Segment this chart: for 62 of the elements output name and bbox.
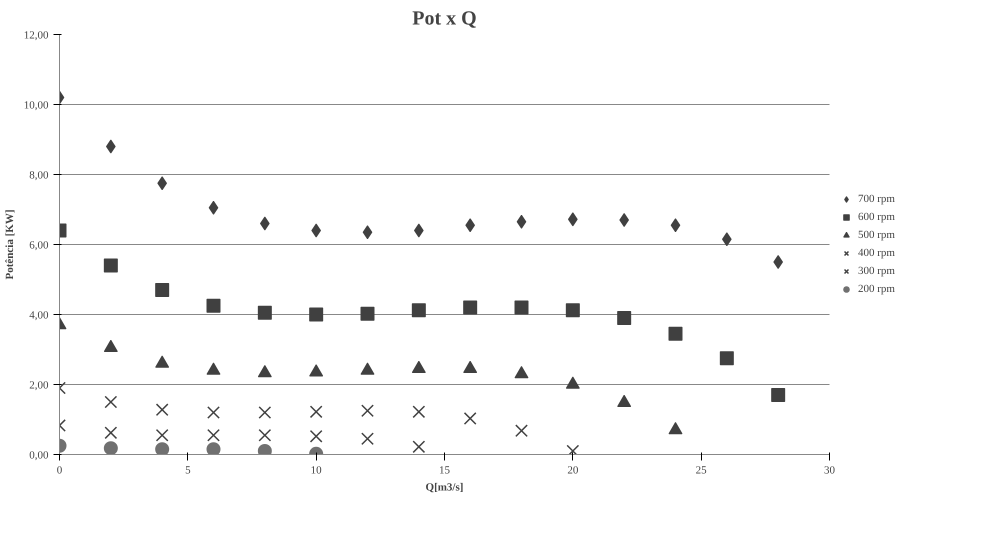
point — [619, 213, 629, 227]
point — [668, 326, 682, 341]
legend-label: 200 rpm — [858, 283, 895, 295]
x-axis-title: Q[m3/s] — [426, 482, 464, 494]
y-axis-title: Potência [KW] — [4, 210, 16, 280]
x-tick-label: 20 — [567, 464, 579, 476]
y-tick-label: 8,00 — [29, 170, 49, 182]
point — [515, 424, 528, 438]
point — [310, 405, 323, 418]
x-tick-label: 25 — [696, 464, 708, 476]
point — [156, 428, 169, 442]
point — [258, 428, 272, 442]
point — [206, 442, 220, 454]
point — [206, 298, 220, 313]
point — [414, 224, 424, 238]
point — [104, 441, 118, 454]
point — [309, 308, 324, 322]
point — [412, 440, 426, 454]
point — [260, 216, 270, 230]
point — [207, 406, 220, 419]
x-tick-label: 5 — [185, 464, 192, 476]
point — [514, 300, 528, 314]
point — [310, 430, 323, 443]
x-tick-label: 0 — [56, 464, 63, 476]
y-tick-label: 6,00 — [29, 240, 49, 252]
point — [617, 311, 632, 325]
point — [464, 412, 477, 425]
point — [258, 306, 272, 320]
point — [361, 404, 374, 418]
point — [771, 388, 786, 402]
point — [258, 406, 272, 419]
x-tick-label: 10 — [310, 464, 322, 476]
point — [566, 303, 580, 318]
x-tick-label: 30 — [824, 464, 836, 476]
point — [207, 428, 220, 442]
point — [311, 224, 321, 238]
point — [463, 300, 478, 314]
point — [412, 405, 426, 418]
point — [156, 403, 169, 416]
point — [155, 283, 170, 297]
point — [720, 351, 734, 366]
legend-label: 500 rpm — [858, 229, 895, 241]
legend-label: 600 rpm — [858, 211, 895, 223]
point — [106, 140, 116, 154]
x-tick-label: 15 — [439, 464, 450, 476]
point — [104, 396, 118, 408]
point — [361, 432, 374, 446]
y-tick-label: 2,00 — [29, 380, 49, 392]
point — [360, 306, 374, 321]
point — [104, 426, 118, 440]
point — [412, 303, 426, 318]
legend-label: 400 rpm — [858, 247, 895, 259]
legend-label: 700 rpm — [858, 193, 895, 205]
point — [155, 442, 170, 454]
y-tick-label: 10,00 — [24, 100, 49, 112]
point — [104, 258, 118, 272]
y-tick-label: 12,00 — [24, 30, 49, 42]
legend-label: 300 rpm — [858, 265, 895, 277]
y-tick-label: 4,00 — [29, 310, 49, 322]
y-tick-label: 0,00 — [29, 450, 49, 462]
point — [773, 255, 783, 269]
chart-title: Pot x Q — [412, 8, 477, 30]
